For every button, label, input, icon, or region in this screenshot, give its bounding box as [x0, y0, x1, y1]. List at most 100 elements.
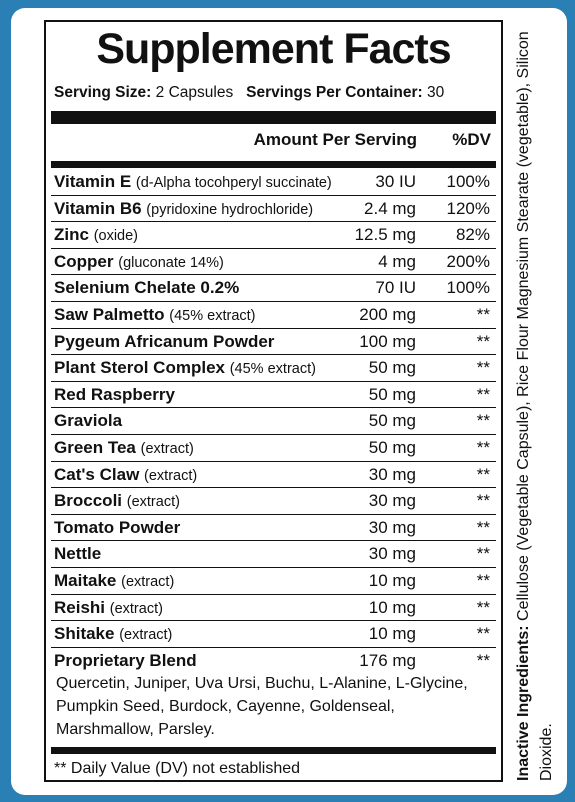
nutrient-label: Green Tea	[54, 437, 136, 457]
nutrient-name: Cat's Claw (extract)	[54, 462, 197, 489]
nutrient-dv: 100%	[446, 278, 490, 298]
bottom-divider	[51, 747, 496, 754]
nutrient-name: Selenium Chelate 0.2%	[54, 275, 239, 302]
thick-divider	[51, 111, 496, 124]
nutrient-source: (extract)	[144, 467, 198, 484]
nutrient-label: Vitamin B6	[54, 198, 142, 218]
nutrient-label: Cat's Claw	[54, 464, 140, 484]
nutrient-dv: **	[476, 304, 490, 324]
table-row: Nettle 30 mg **	[51, 541, 496, 568]
nutrient-name: Copper (gluconate 14%)	[54, 249, 224, 276]
nutrient-amount: 12.5 mg	[354, 225, 416, 245]
nutrient-dv: **	[476, 437, 490, 457]
nutrient-name: Red Raspberry	[54, 382, 175, 409]
nutrient-amount: 30 IU	[375, 172, 416, 191]
nutrient-amount: 30 mg	[368, 464, 416, 484]
nutrient-dv: **	[476, 411, 490, 431]
nutrient-amount: 176 mg	[359, 650, 416, 670]
nutrient-name: Shitake (extract)	[54, 621, 172, 648]
nutrient-dv: **	[476, 358, 490, 378]
nutrient-dv: **	[476, 491, 490, 511]
nutrient-label: Plant Sterol Complex	[54, 358, 225, 378]
nutrient-label: Vitamin E	[54, 172, 132, 191]
table-row: Saw Palmetto (45% extract) 200 mg **	[51, 302, 496, 329]
nutrient-label: Selenium Chelate 0.2%	[54, 278, 240, 298]
nutrient-label: Shitake	[54, 624, 115, 644]
table-row: Reishi (extract) 10 mg **	[51, 595, 496, 622]
nutrient-name: Plant Sterol Complex (45% extract)	[54, 355, 316, 382]
nutrient-amount: 10 mg	[368, 570, 416, 590]
nutrient-dv: **	[476, 570, 490, 590]
nutrient-dv: **	[476, 464, 490, 484]
nutrient-dv: 200%	[446, 251, 490, 271]
table-row: Red Raspberry 50 mg **	[51, 382, 496, 409]
serving-info: Serving Size: 2 Capsules Servings Per Co…	[54, 83, 444, 103]
nutrient-label: Nettle	[54, 544, 102, 564]
nutrient-amount: 30 mg	[368, 544, 416, 564]
table-row: Graviola 50 mg **	[51, 408, 496, 435]
nutrient-table: Vitamin E (d-Alpha tocohperyl succinate)…	[51, 169, 496, 670]
table-row: Broccoli (extract) 30 mg **	[51, 488, 496, 515]
table-row: Zinc (oxide) 12.5 mg 82%	[51, 222, 496, 249]
nutrient-name: Saw Palmetto (45% extract)	[54, 302, 256, 329]
nutrient-source: (gluconate 14%)	[118, 254, 224, 271]
nutrient-source: (45% extract)	[169, 307, 256, 324]
nutrient-amount: 10 mg	[368, 624, 416, 644]
nutrient-source: (extract)	[119, 627, 173, 644]
footnote: ** Daily Value (DV) not established	[54, 760, 301, 777]
nutrient-name: Maitake (extract)	[54, 568, 174, 595]
table-row: Green Tea (extract) 50 mg **	[51, 435, 496, 462]
table-row: Pygeum Africanum Powder 100 mg **	[51, 329, 496, 356]
nutrient-label: Red Raspberry	[54, 384, 175, 404]
nutrient-source: (extract)	[140, 440, 194, 457]
nutrient-dv: **	[476, 331, 490, 351]
nutrient-name: Vitamin B6 (pyridoxine hydrochloride)	[54, 196, 313, 223]
nutrient-label: Maitake	[54, 570, 117, 590]
nutrient-amount: 200 mg	[359, 304, 416, 324]
nutrient-amount: 50 mg	[368, 358, 416, 378]
inactive-ingredients: Inactive Ingredients: Cellulose (Vegetab…	[512, 21, 558, 781]
nutrient-dv: **	[476, 544, 490, 564]
nutrient-dv: **	[476, 650, 490, 670]
nutrient-amount: 50 mg	[368, 411, 416, 431]
nutrient-name: Pygeum Africanum Powder	[54, 329, 274, 356]
nutrient-label: Reishi	[54, 597, 106, 617]
header-divider	[51, 161, 496, 168]
nutrient-label: Pygeum Africanum Powder	[54, 331, 275, 351]
nutrient-source: (oxide)	[93, 228, 139, 245]
servings-per-container-value: 30	[427, 84, 445, 101]
nutrient-label: Saw Palmetto	[54, 304, 165, 324]
nutrient-name: Proprietary Blend	[54, 648, 197, 675]
nutrient-source: (d-Alpha tocohperyl succinate)	[135, 175, 332, 191]
nutrient-source: (45% extract)	[229, 361, 316, 378]
nutrient-name: Vitamin E (d-Alpha tocohperyl succinate)	[54, 169, 332, 196]
nutrient-dv: **	[476, 624, 490, 644]
table-row: Selenium Chelate 0.2% 70 IU 100%	[51, 275, 496, 302]
nutrient-amount: 50 mg	[368, 384, 416, 404]
inactive-label: Inactive Ingredients:	[515, 625, 532, 781]
panel-title: Supplement Facts	[96, 25, 451, 73]
nutrient-source: (extract)	[126, 494, 180, 511]
supplement-facts-panel: Supplement Facts Serving Size: 2 Capsule…	[44, 20, 503, 782]
nutrient-dv: **	[476, 597, 490, 617]
nutrient-amount: 30 mg	[368, 491, 416, 511]
table-row: Tomato Powder 30 mg **	[51, 515, 496, 542]
nutrient-label: Zinc	[54, 225, 89, 245]
nutrient-label: Proprietary Blend	[54, 650, 197, 670]
nutrient-name: Reishi (extract)	[54, 595, 163, 622]
table-row: Copper (gluconate 14%) 4 mg 200%	[51, 249, 496, 276]
nutrient-amount: 2.4 mg	[364, 198, 416, 218]
nutrient-dv: 82%	[455, 225, 490, 245]
nutrient-name: Zinc (oxide)	[54, 222, 138, 249]
nutrient-source: (extract)	[121, 573, 175, 590]
nutrient-amount: 70 IU	[375, 278, 416, 298]
nutrient-source: (extract)	[109, 600, 163, 617]
dv-header: %DV	[452, 130, 491, 149]
column-header: Amount Per Serving %DV	[46, 129, 501, 151]
nutrient-name: Tomato Powder	[54, 515, 180, 542]
serving-size-value: 2 Capsules	[155, 84, 234, 101]
nutrient-amount: 10 mg	[368, 597, 416, 617]
nutrient-source: (pyridoxine hydrochloride)	[146, 201, 314, 218]
nutrient-name: Green Tea (extract)	[54, 435, 194, 462]
nutrient-amount: 50 mg	[368, 437, 416, 457]
